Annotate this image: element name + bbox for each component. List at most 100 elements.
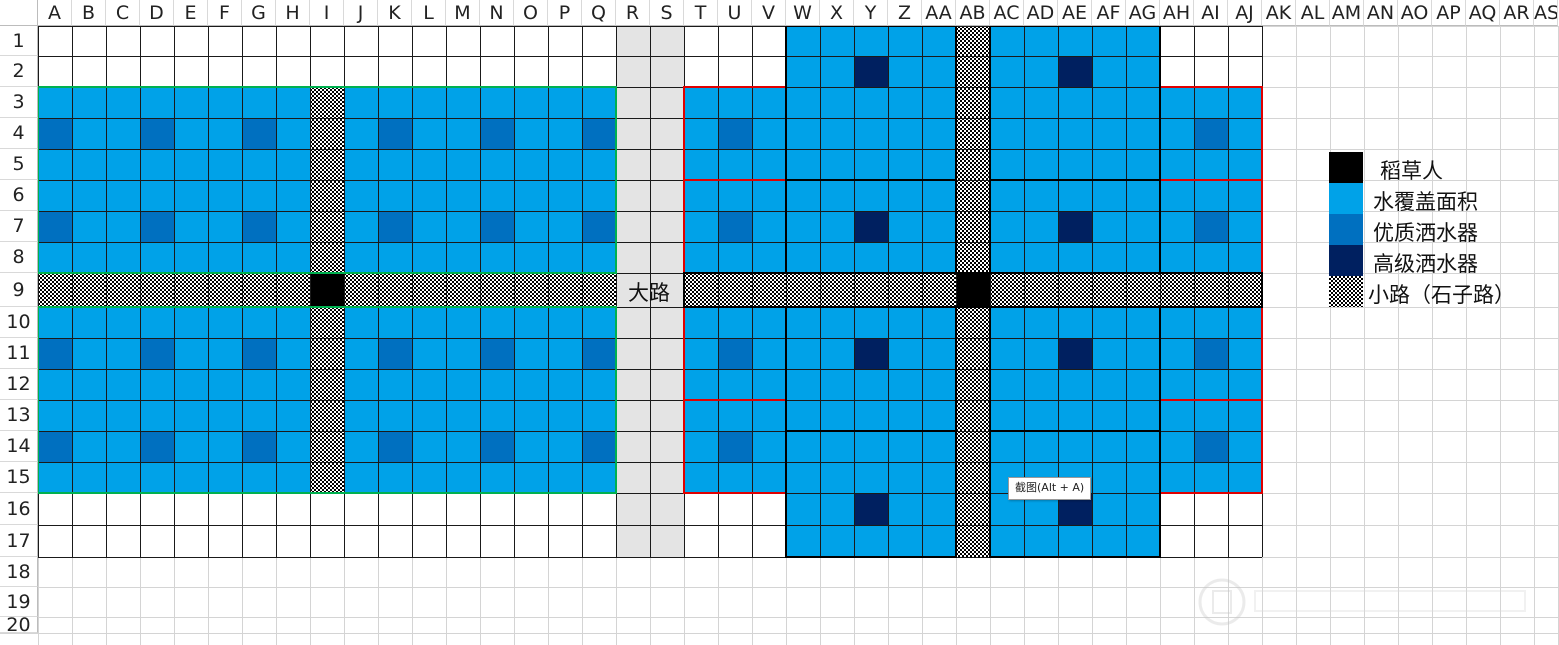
iridium-sprinkler[interactable] [1058,211,1092,242]
row-header-10[interactable]: 10 [0,307,38,338]
quality-sprinkler[interactable] [38,338,72,369]
column-header-l[interactable]: L [412,0,446,26]
gravel-path[interactable] [956,307,990,557]
quality-sprinkler[interactable] [718,431,752,462]
iridium-sprinkler[interactable] [854,338,888,369]
row-header-20[interactable]: 20 [0,617,38,633]
column-header-t[interactable]: T [684,0,718,26]
row-header-12[interactable]: 12 [0,369,38,400]
row-header-7[interactable]: 7 [0,211,38,242]
column-header-r[interactable]: R [616,0,650,26]
column-header-u[interactable]: U [718,0,752,26]
quality-sprinkler[interactable] [582,211,616,242]
quality-sprinkler[interactable] [582,431,616,462]
row-header-15[interactable]: 15 [0,462,38,493]
column-header-ad[interactable]: AD [1024,0,1058,26]
row-header-5[interactable]: 5 [0,149,38,180]
quality-sprinkler[interactable] [242,431,276,462]
select-all-corner[interactable] [0,0,38,26]
quality-sprinkler[interactable] [480,431,514,462]
quality-sprinkler[interactable] [480,338,514,369]
column-header-z[interactable]: Z [888,0,922,26]
column-header-as[interactable]: AS [1534,0,1558,26]
column-header-g[interactable]: G [242,0,276,26]
column-header-aa[interactable]: AA [922,0,956,26]
quality-sprinkler[interactable] [140,211,174,242]
quality-sprinkler[interactable] [1194,118,1228,149]
row-header-2[interactable]: 2 [0,56,38,87]
column-header-b[interactable]: B [72,0,106,26]
column-header-ap[interactable]: AP [1432,0,1466,26]
quality-sprinkler[interactable] [140,118,174,149]
column-header-aq[interactable]: AQ [1466,0,1500,26]
row-header-13[interactable]: 13 [0,400,38,431]
column-header-an[interactable]: AN [1364,0,1398,26]
column-header-m[interactable]: M [446,0,480,26]
row-header-14[interactable]: 14 [0,431,38,462]
row-header-16[interactable]: 16 [0,493,38,525]
quality-sprinkler[interactable] [1194,211,1228,242]
column-header-x[interactable]: X [820,0,854,26]
column-header-c[interactable]: C [106,0,140,26]
row-header-1[interactable]: 1 [0,26,38,56]
quality-sprinkler[interactable] [480,118,514,149]
column-header-am[interactable]: AM [1330,0,1364,26]
iridium-sprinkler[interactable] [854,56,888,87]
iridium-sprinkler[interactable] [854,211,888,242]
column-header-p[interactable]: P [548,0,582,26]
column-header-o[interactable]: O [514,0,548,26]
column-header-ao[interactable]: AO [1398,0,1432,26]
column-header-h[interactable]: H [276,0,310,26]
quality-sprinkler[interactable] [38,118,72,149]
column-header-a[interactable]: A [38,0,72,26]
iridium-sprinkler[interactable] [1058,338,1092,369]
quality-sprinkler[interactable] [378,118,412,149]
column-header-ah[interactable]: AH [1160,0,1194,26]
row-header-4[interactable]: 4 [0,118,38,149]
quality-sprinkler[interactable] [718,338,752,369]
quality-sprinkler[interactable] [378,338,412,369]
scarecrow[interactable] [956,273,990,307]
column-header-q[interactable]: Q [582,0,616,26]
column-header-al[interactable]: AL [1296,0,1330,26]
quality-sprinkler[interactable] [1194,338,1228,369]
iridium-sprinkler[interactable] [854,493,888,525]
row-header-19[interactable]: 19 [0,587,38,617]
column-header-y[interactable]: Y [854,0,888,26]
row-header-9[interactable]: 9 [0,273,38,307]
quality-sprinkler[interactable] [718,211,752,242]
column-header-i[interactable]: I [310,0,344,26]
row-header-3[interactable]: 3 [0,87,38,118]
column-header-ab[interactable]: AB [956,0,990,26]
quality-sprinkler[interactable] [38,211,72,242]
row-header-11[interactable]: 11 [0,338,38,369]
column-header-k[interactable]: K [378,0,412,26]
column-header-ac[interactable]: AC [990,0,1024,26]
quality-sprinkler[interactable] [582,338,616,369]
column-header-f[interactable]: F [208,0,242,26]
quality-sprinkler[interactable] [242,211,276,242]
row-header-18[interactable]: 18 [0,557,38,587]
column-header-ak[interactable]: AK [1262,0,1296,26]
column-header-ag[interactable]: AG [1126,0,1160,26]
row-header-6[interactable]: 6 [0,180,38,211]
quality-sprinkler[interactable] [140,338,174,369]
row-header-17[interactable]: 17 [0,525,38,557]
column-header-ai[interactable]: AI [1194,0,1228,26]
column-header-af[interactable]: AF [1092,0,1126,26]
column-header-s[interactable]: S [650,0,684,26]
column-header-ae[interactable]: AE [1058,0,1092,26]
quality-sprinkler[interactable] [242,118,276,149]
column-header-d[interactable]: D [140,0,174,26]
column-header-v[interactable]: V [752,0,786,26]
quality-sprinkler[interactable] [582,118,616,149]
quality-sprinkler[interactable] [38,431,72,462]
column-header-n[interactable]: N [480,0,514,26]
column-header-j[interactable]: J [344,0,378,26]
iridium-sprinkler[interactable] [1058,56,1092,87]
row-header-8[interactable]: 8 [0,242,38,273]
quality-sprinkler[interactable] [242,338,276,369]
column-header-w[interactable]: W [786,0,820,26]
quality-sprinkler[interactable] [378,431,412,462]
